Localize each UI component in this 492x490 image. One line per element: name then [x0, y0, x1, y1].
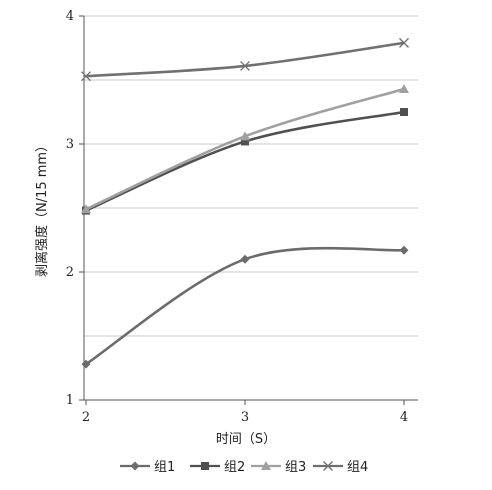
series-3 — [81, 83, 409, 214]
y-tick-label: 4 — [66, 9, 74, 24]
y-tick-label: 1 — [66, 393, 74, 408]
legend-item: 组2 — [190, 460, 245, 475]
gridlines — [84, 15, 418, 337]
data-point — [81, 71, 91, 82]
x-tick-label: 2 — [82, 410, 90, 425]
data-point — [399, 245, 409, 255]
series-line — [85, 87, 405, 211]
x-tick-label: 3 — [241, 410, 249, 425]
series-line — [85, 110, 405, 212]
data-point — [400, 108, 408, 116]
data-point — [81, 359, 91, 369]
legend-label: 组2 — [224, 460, 245, 475]
legend-item: 组3 — [251, 460, 306, 475]
data-point — [240, 131, 250, 141]
series-1 — [81, 245, 409, 369]
series-2 — [82, 108, 408, 215]
y-tick-labels: 1 2 3 4 — [66, 9, 84, 408]
data-point — [81, 204, 91, 214]
data-point — [399, 37, 409, 48]
legend-label: 组3 — [285, 460, 306, 475]
series-line — [85, 41, 405, 78]
x-tick-label: 4 — [400, 410, 408, 425]
data-point — [399, 83, 409, 93]
data-point — [240, 60, 250, 71]
series-layer — [81, 37, 409, 369]
legend-label: 组1 — [154, 460, 175, 475]
legend-label: 组4 — [347, 460, 368, 475]
legend-marker — [323, 461, 333, 471]
data-point — [240, 254, 250, 264]
y-tick-label: 2 — [66, 265, 74, 280]
legend-item: 组1 — [120, 460, 175, 475]
series-line — [85, 246, 405, 366]
legend-marker — [261, 461, 271, 470]
legend-item: 组4 — [313, 460, 368, 475]
y-axis-title: 剥离强度（N/15 mm） — [34, 139, 50, 277]
series-4 — [81, 37, 409, 82]
legend: 组1 组2 组3 组4 — [120, 460, 368, 475]
legend-marker — [201, 462, 209, 470]
data-point — [241, 137, 249, 146]
legend-marker — [130, 461, 140, 471]
y-tick-label: 3 — [66, 137, 74, 152]
x-axis-title: 时间（S） — [216, 432, 276, 447]
x-tick-labels: 2 3 4 — [82, 400, 408, 425]
